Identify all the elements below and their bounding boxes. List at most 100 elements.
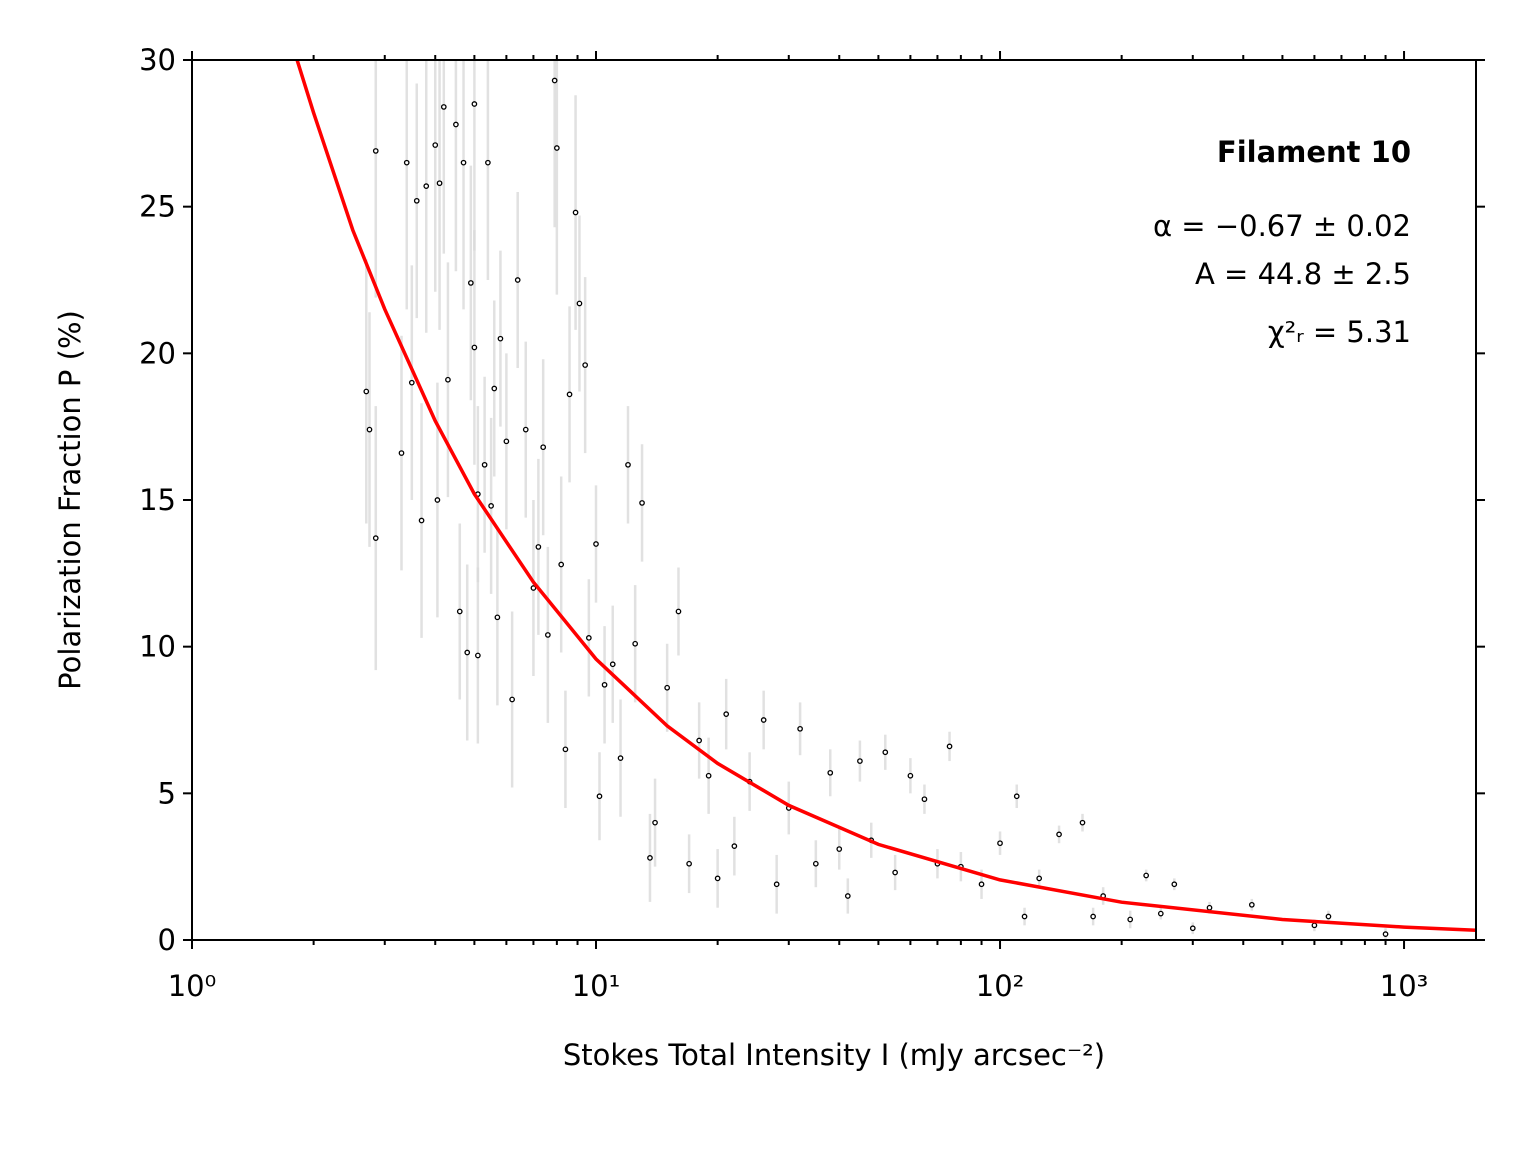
data-point: [372, 148, 379, 154]
data-point: [453, 121, 459, 128]
y-tick-label: 0: [158, 923, 176, 957]
data-point: [596, 793, 603, 800]
data-point: [467, 280, 474, 286]
data-point: [572, 209, 579, 216]
data-point: [844, 893, 851, 899]
data-point: [509, 696, 515, 703]
data-point: [609, 661, 616, 668]
data-point: [418, 517, 425, 524]
y-tick-label: 10: [139, 630, 176, 664]
data-point: [471, 344, 478, 351]
data-point: [907, 772, 914, 779]
data-point: [1171, 881, 1178, 888]
data-point: [1382, 931, 1389, 937]
data-point: [696, 737, 702, 744]
data-point: [1013, 793, 1020, 800]
data-point: [760, 717, 767, 723]
data-point: [1189, 925, 1196, 932]
data-point: [812, 860, 819, 867]
y-tick-label: 25: [139, 190, 176, 224]
data-point: [625, 461, 631, 468]
data-point: [593, 541, 599, 547]
x-tick-label: 10²: [976, 969, 1025, 1003]
data-point: [558, 561, 565, 568]
data-point: [1036, 875, 1043, 882]
data-point: [434, 497, 441, 503]
data-point: [1090, 913, 1096, 920]
data-point: [566, 391, 573, 398]
data-point: [639, 500, 645, 506]
data-point: [576, 300, 583, 307]
data-point: [471, 101, 478, 107]
data-point: [423, 183, 430, 189]
data-point: [1325, 913, 1332, 920]
data-point: [827, 769, 834, 776]
data-point: [1311, 922, 1318, 929]
data-point: [554, 145, 560, 151]
y-tick-label: 20: [139, 336, 176, 370]
data-point: [530, 585, 537, 591]
axes-frame: [191, 59, 1477, 941]
y-axis-label: Polarization Fraction P (%): [53, 310, 87, 690]
data-point: [535, 544, 542, 550]
data-point: [372, 535, 379, 541]
data-point: [723, 711, 730, 717]
plot-area: [295, 60, 1476, 940]
data-point: [1056, 831, 1062, 838]
data-point: [491, 385, 498, 392]
data-point: [413, 197, 420, 204]
data-point: [432, 142, 439, 148]
data-point: [398, 450, 405, 456]
data-point: [403, 159, 410, 166]
data-point: [366, 426, 373, 433]
x-tick-label: 10³: [1380, 969, 1429, 1003]
data-point: [522, 426, 529, 433]
data-point: [456, 608, 463, 615]
data-point: [1127, 916, 1134, 923]
data-point: [586, 635, 592, 641]
data-point: [647, 855, 653, 861]
annotation: χ²ᵣ = 5.31: [1268, 315, 1411, 349]
fit-line: [295, 60, 1476, 933]
data-point: [551, 77, 558, 84]
data-point: [664, 684, 671, 691]
data-point: [497, 335, 504, 342]
data-point: [363, 388, 370, 395]
data-point: [545, 632, 551, 638]
annotation: A = 44.8 ± 2.5: [1195, 257, 1411, 291]
data-point: [481, 461, 488, 468]
y-tick-label: 5: [158, 776, 176, 810]
data-point: [601, 681, 608, 688]
data-point: [882, 749, 889, 756]
data-point: [675, 608, 682, 615]
x-tick-label: 10¹: [572, 969, 621, 1003]
x-tick-label: 10⁰: [168, 969, 217, 1003]
data-point: [503, 438, 510, 445]
data-point: [445, 376, 451, 383]
data-point: [582, 362, 589, 368]
data-point: [408, 379, 415, 386]
data-point: [652, 819, 658, 826]
data-point: [464, 649, 471, 656]
data-point: [946, 743, 953, 750]
data-point: [892, 869, 898, 876]
data-point: [714, 875, 721, 882]
annotation: α = −0.67 ± 0.02: [1153, 209, 1411, 243]
data-point: [1157, 910, 1164, 917]
data-point: [686, 860, 692, 867]
data-point: [797, 725, 803, 732]
data-point: [1206, 904, 1213, 911]
y-tick-label: 15: [139, 483, 176, 517]
data-point: [705, 772, 712, 779]
data-point: [562, 746, 569, 753]
data-point: [540, 444, 547, 451]
data-point: [731, 843, 738, 849]
data-point: [485, 159, 491, 166]
data-point: [836, 846, 843, 852]
data-point: [632, 640, 639, 647]
data-point: [1021, 913, 1028, 920]
annotation: Filament 10: [1217, 135, 1411, 169]
data-point: [488, 503, 494, 509]
data-point: [773, 881, 780, 888]
